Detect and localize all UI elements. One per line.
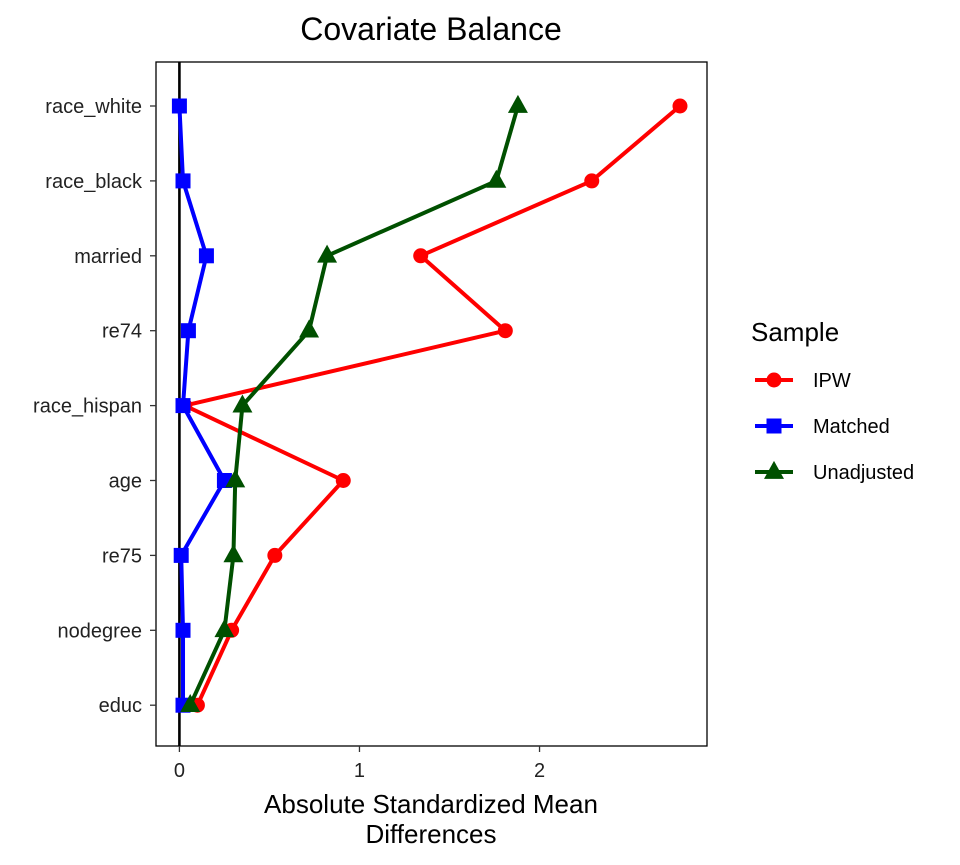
y-tick-label: age	[109, 471, 142, 493]
data-point-ipw	[413, 248, 429, 264]
legend-key-marker	[766, 372, 782, 388]
legend-title: Sample	[751, 317, 839, 347]
x-axis-title-line-2: Differences	[365, 819, 496, 849]
series-matched	[171, 98, 232, 713]
series-unadjusted	[180, 94, 528, 713]
y-tick-label: re74	[102, 321, 142, 343]
x-tick-label: 1	[354, 760, 365, 782]
data-point-ipw	[497, 323, 513, 339]
legend-label: IPW	[813, 370, 851, 392]
y-tick-label: race_white	[45, 96, 142, 118]
chart-title: Covariate Balance	[300, 11, 561, 47]
legend-key-marker	[766, 418, 782, 434]
y-tick-label: race_hispan	[33, 396, 142, 418]
y-tick-label: re75	[102, 545, 142, 567]
legend: Sample IPW Matched Unadjusted	[751, 317, 914, 484]
data-point-unadjusted	[299, 319, 320, 338]
data-point-matched	[175, 173, 191, 189]
data-point-matched	[180, 323, 196, 339]
plot-panel	[155, 61, 708, 747]
y-tick-label: educ	[99, 695, 142, 717]
data-point-unadjusted	[317, 244, 338, 263]
y-tick-label: nodegree	[57, 620, 142, 642]
legend-item-matched: Matched	[755, 416, 890, 438]
legend-item-ipw: IPW	[755, 370, 851, 392]
data-point-ipw	[267, 547, 283, 563]
data-point-matched	[171, 98, 187, 114]
data-point-unadjusted	[486, 169, 507, 188]
x-axis-title-line-1: Absolute Standardized Mean	[264, 789, 598, 819]
legend-item-unadjusted: Unadjusted	[755, 460, 914, 484]
data-point-unadjusted	[214, 619, 235, 638]
y-tick-label: race_black	[45, 171, 143, 193]
data-point-matched	[175, 398, 191, 414]
data-point-ipw	[584, 173, 600, 189]
data-point-ipw	[672, 98, 688, 114]
legend-label: Matched	[813, 416, 890, 438]
data-point-unadjusted	[223, 544, 244, 563]
x-tick-label: 2	[534, 760, 545, 782]
data-point-matched	[173, 547, 189, 563]
data-point-unadjusted	[180, 694, 201, 713]
data-point-matched	[198, 248, 214, 264]
legend-key-marker	[764, 460, 784, 479]
data-point-unadjusted	[225, 469, 246, 488]
data-point-matched	[175, 622, 191, 638]
data-point-ipw	[335, 473, 351, 488]
y-tick-label: married	[74, 246, 142, 268]
data-point-unadjusted	[232, 394, 253, 413]
x-tick-label: 0	[174, 760, 185, 782]
legend-label: Unadjusted	[813, 462, 914, 484]
data-point-unadjusted	[507, 94, 528, 113]
